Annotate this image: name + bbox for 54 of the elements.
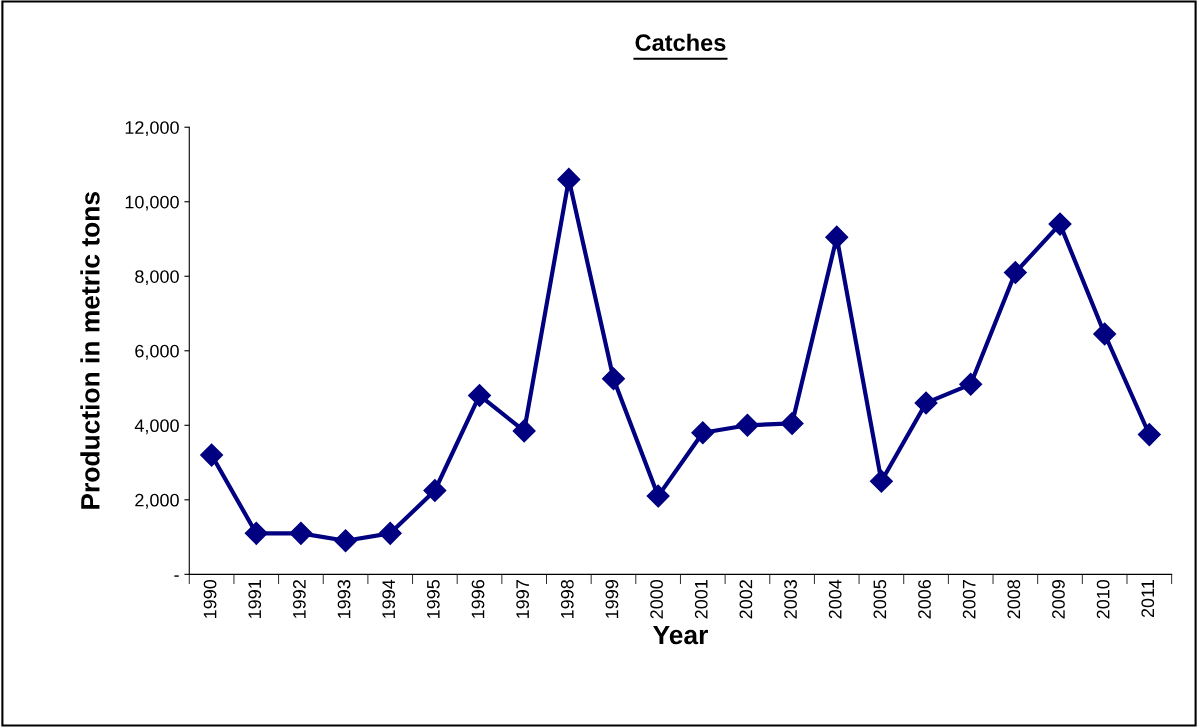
point <box>378 521 402 545</box>
x-axis-title: Year <box>653 625 708 645</box>
point <box>691 421 715 445</box>
point <box>512 419 536 443</box>
point <box>1137 423 1161 447</box>
point <box>959 372 983 396</box>
point <box>289 521 313 545</box>
point <box>468 383 492 407</box>
x-tick-label: 2010 <box>1096 579 1110 619</box>
x-tick-label: 2011 <box>1141 580 1155 618</box>
x-tick-label: 1996 <box>471 579 485 618</box>
point <box>557 167 581 191</box>
x-tick-label: 2006 <box>918 579 931 619</box>
x-tick-label: 2000 <box>650 579 663 619</box>
x-tick-label: 1995 <box>426 579 440 618</box>
x-tick-label: 1998 <box>560 579 574 618</box>
point <box>780 411 804 435</box>
x-tick-label: 1994 <box>382 579 396 618</box>
x-tick-label: 2005 <box>873 579 887 619</box>
x-tick-label: 1997 <box>516 580 530 618</box>
x-tick-label: 2004 <box>828 579 842 619</box>
point <box>735 413 759 437</box>
x-tick-label: 2002 <box>739 580 753 619</box>
chart-title: Catches <box>635 33 726 52</box>
y-tick-label: 10,000 <box>125 195 179 211</box>
point <box>646 484 670 508</box>
x-tick-label: 2007 <box>962 580 976 619</box>
point <box>914 391 938 415</box>
x-tick-label: 1993 <box>337 579 351 618</box>
y-tick-label: 2,000 <box>135 493 179 509</box>
point <box>869 469 893 493</box>
point <box>1048 212 1072 236</box>
x-tick-label: 1992 <box>292 580 306 618</box>
point <box>601 367 625 391</box>
x-tick-label: 1990 <box>203 579 217 618</box>
x-tick-label: 2001 <box>694 580 708 619</box>
y-tick-label: 8,000 <box>135 270 179 286</box>
x-tick-label: 1991 <box>248 580 262 618</box>
x-tick-label: 1999 <box>605 580 619 618</box>
y-tick-label: 6,000 <box>135 344 179 360</box>
y-axis-title: Production in metric tons <box>80 192 100 509</box>
y-tick-label: 4,000 <box>134 419 179 435</box>
point <box>423 478 447 502</box>
y-tick-label: 12,000 <box>125 121 179 137</box>
point <box>200 443 224 467</box>
x-tick-label: 2003 <box>784 579 797 619</box>
point <box>334 529 358 553</box>
x-tick-label: 2008 <box>1007 579 1021 619</box>
point <box>1003 261 1027 285</box>
point <box>825 225 849 249</box>
point <box>1093 322 1117 346</box>
y-tick-label: - <box>174 575 179 577</box>
x-tick-label: 2009 <box>1052 580 1065 619</box>
point <box>244 521 268 545</box>
